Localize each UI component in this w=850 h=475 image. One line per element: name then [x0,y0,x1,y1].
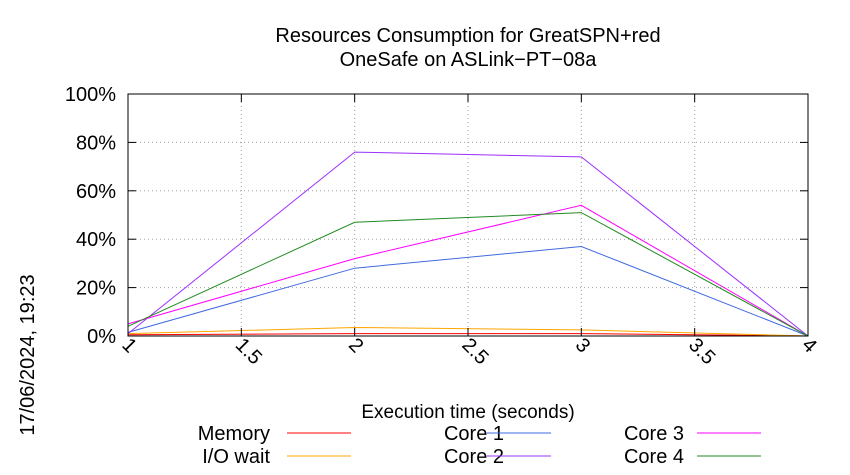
y-tick-label: 100% [65,84,116,106]
y-tick-label: 0% [87,326,116,348]
x-tick-label: 2 [344,334,367,357]
x-tick-label: 3.5 [684,334,719,369]
grid [128,94,808,336]
timestamp: 17/06/2024, 19:23 [17,274,39,435]
legend-label-core-4: Core 4 [624,446,684,468]
legend-label-memory: Memory [198,423,270,445]
x-axis-label: Execution time (seconds) [361,402,574,423]
chart-title-line-2: OneSafe on ASLink−PT−08a [340,49,598,71]
series-line-core-4 [127,212,809,337]
y-tick-label: 80% [76,132,116,154]
x-tick-label: 1.5 [231,334,266,369]
legend-label-core-2: Core 2 [444,446,504,468]
y-tick-label: 20% [76,278,116,300]
series-lines [127,151,809,337]
y-tick-label: 40% [76,229,116,251]
x-tick-label: 1 [117,334,140,357]
ticks: 0% 20% 40% 60% 80% 100% 1 1.5 2 2.5 3 3.5 4 [65,84,821,369]
series-line-core-2 [127,151,809,337]
chart-title-line-1: Resources Consumption for GreatSPN+red [275,25,660,47]
series-line-core-1 [127,245,809,337]
legend-label-i-o-wait: I/O wait [202,446,270,468]
x-tick-label: 3 [571,334,594,357]
y-tick-label: 60% [76,181,116,203]
series-line-core-3 [127,204,809,337]
legend-label-core-3: Core 3 [624,423,684,445]
legend-label-core-1: Core 1 [444,423,504,445]
x-tick-label: 4 [797,334,820,357]
x-tick-label: 2.5 [457,334,492,369]
